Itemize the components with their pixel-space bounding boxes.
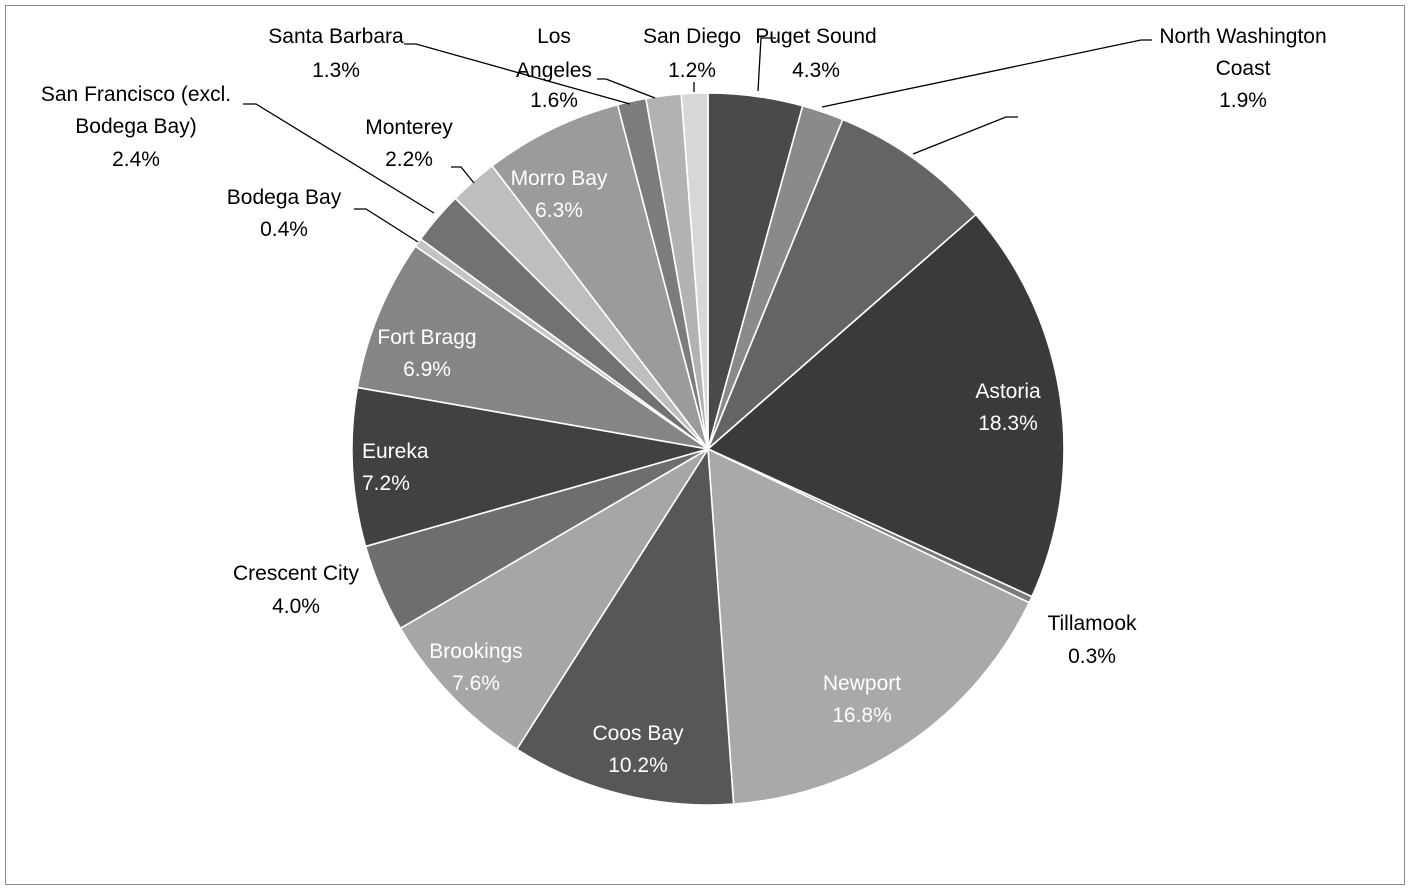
leader-line-unlabeled (912, 116, 1018, 155)
slice-percent-text: 2.4% (112, 148, 160, 171)
slice-name-text: Newport (823, 672, 901, 695)
slice-percent-text: 1.3% (312, 59, 360, 82)
slice-name-text: San Francisco (excl. (41, 83, 231, 106)
slice-percent-text: 6.3% (535, 199, 583, 222)
slice-name-text: Morro Bay (511, 167, 608, 190)
slice-label-bodega-bay: Bodega Bay 0.4% (227, 186, 342, 241)
slice-label-astoria: Astoria 18.3% (975, 380, 1041, 435)
pie-slice-morro-bay (491, 103, 709, 450)
slice-percent-text: 1.6% (530, 89, 578, 112)
slice-percent-text: 7.2% (362, 472, 410, 495)
slice-name-text: Astoria (975, 380, 1041, 403)
pie-slice-brookings (399, 448, 709, 751)
slice-label-los-angeles: Los Angeles 1.6% (516, 25, 592, 112)
slice-label-brookings: Brookings 7.6% (429, 640, 522, 695)
pie-slice-fort-bragg (356, 245, 709, 450)
slice-label-san-francisco-excl-bodega-bay: San Francisco (excl. Bodega Bay) 2.4% (41, 83, 231, 171)
slice-name-text: Crescent City (233, 562, 360, 585)
pie-slice-san-diego (680, 92, 709, 450)
leader-line-santa-barbara (404, 43, 631, 105)
leader-line-los-angeles (597, 78, 656, 99)
slice-percent-text: 0.3% (1068, 645, 1116, 668)
leader-line-san-francisco-excl-bodega-bay (243, 103, 435, 214)
slice-name-text: Angeles (516, 59, 592, 82)
slice-labels: Puget Sound 4.3% North Washington Coast 1.9%… (41, 25, 1327, 777)
slice-name-text: Coast (1216, 57, 1271, 80)
slice-label-san-diego: San Diego 1.2% (643, 25, 741, 82)
slice-label-santa-barbara: Santa Barbara 1.3% (268, 25, 404, 82)
slice-label-tillamook: Tillamook 0.3% (1047, 612, 1137, 668)
slice-percent-text: 1.2% (668, 59, 716, 82)
slice-label-puget-sound: Puget Sound 4.3% (755, 25, 876, 82)
slice-name-text: Puget Sound (755, 25, 876, 48)
slice-percent-text: 0.4% (260, 218, 308, 241)
slice-percent-text: 18.3% (978, 412, 1038, 435)
slice-name-text: Brookings (429, 640, 522, 663)
slice-percent-text: 2.2% (385, 148, 433, 171)
slice-label-eureka: Eureka 7.2% (362, 440, 429, 495)
slice-label-north-washington-coast: North Washington Coast 1.9% (1159, 25, 1326, 112)
pie-slice-eureka (351, 386, 709, 548)
slice-name-text: Coos Bay (592, 722, 684, 745)
slice-label-morro-bay: Morro Bay 6.3% (511, 167, 608, 222)
slice-percent-text: 4.3% (792, 59, 840, 82)
pie-slice-newport (707, 447, 1031, 805)
slice-percent-text: 16.8% (832, 704, 892, 727)
chart-frame: Puget Sound 4.3% North Washington Coast 1.9%… (5, 5, 1405, 885)
slice-name-text: Bodega Bay) (75, 115, 196, 138)
leader-line-puget-sound (757, 37, 776, 92)
slice-percent-text: 1.9% (1219, 89, 1267, 112)
slice-name-text: Tillamook (1047, 612, 1137, 635)
slice-percent-text: 6.9% (403, 358, 451, 381)
slice-name-text: Bodega Bay (227, 186, 342, 209)
slice-percent-text: 4.0% (272, 595, 320, 618)
leader-lines (243, 37, 1152, 243)
pie-slice-coos-bay (515, 446, 735, 806)
slice-name-text: Santa Barbara (268, 25, 404, 48)
pie-slices (351, 92, 1065, 806)
pie-slice-unlabeled (707, 118, 978, 450)
slice-percent-text: 7.6% (452, 672, 500, 695)
slice-name-text: North Washington (1159, 25, 1326, 48)
pie-chart: Puget Sound 4.3% North Washington Coast 1.9%… (41, 25, 1327, 806)
slice-label-coos-bay: Coos Bay 10.2% (592, 722, 684, 777)
slice-name-text: Fort Bragg (377, 326, 476, 349)
slice-name-text: Monterey (365, 116, 453, 139)
leader-line-north-washington-coast (821, 39, 1152, 108)
slice-label-monterey: Monterey 2.2% (365, 116, 453, 171)
slice-name-text: Los (537, 25, 571, 48)
slice-name-text: San Diego (643, 25, 741, 48)
slice-label-fort-bragg: Fort Bragg 6.9% (377, 326, 476, 381)
slice-label-newport: Newport 16.8% (823, 672, 901, 727)
slice-label-crescent-city: Crescent City 4.0% (233, 562, 360, 618)
pie-slice-astoria (706, 213, 1065, 598)
slice-percent-text: 10.2% (608, 754, 668, 777)
slice-name-text: Eureka (362, 440, 429, 463)
leader-line-bodega-bay (354, 208, 419, 243)
leader-line-monterey (451, 166, 475, 184)
